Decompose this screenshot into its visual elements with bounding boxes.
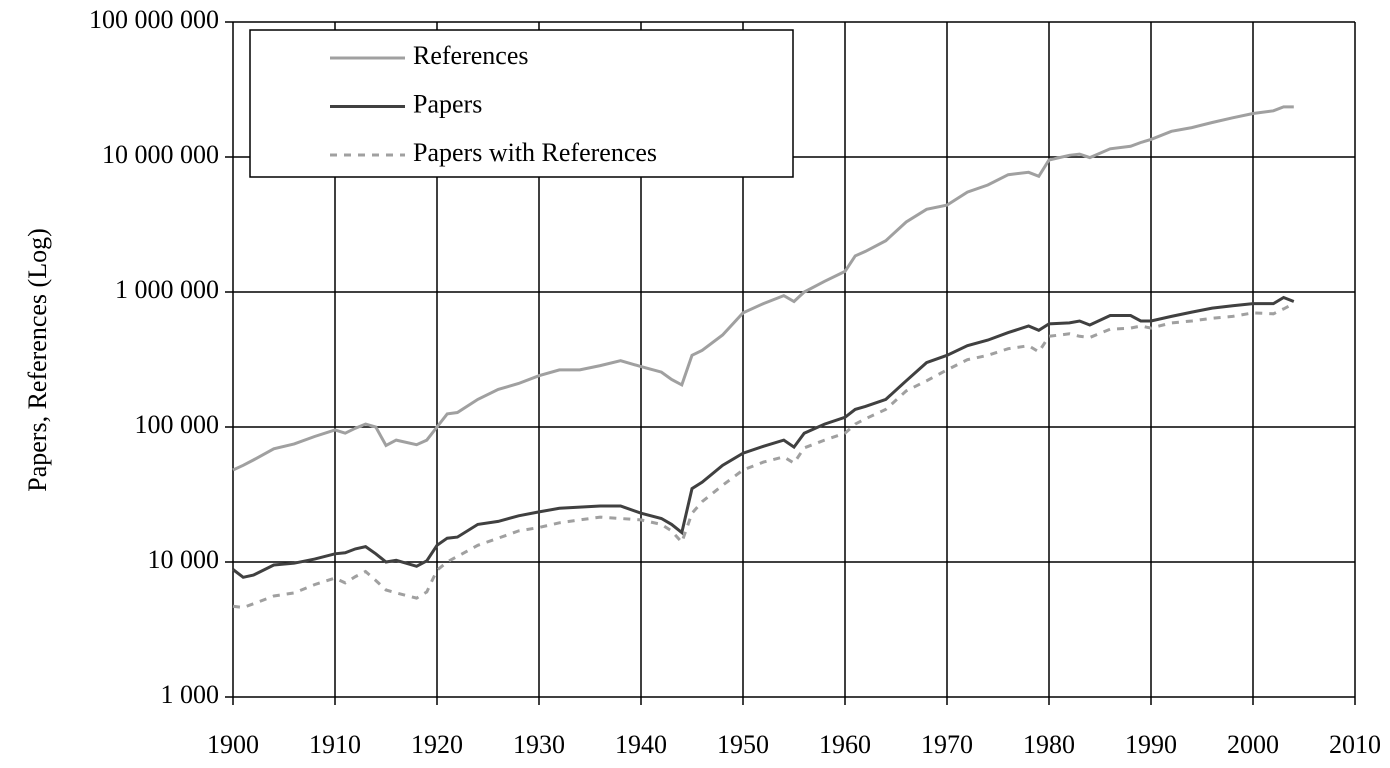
y-axis-label: Papers, References (Log) [23, 228, 52, 492]
x-tick-label: 1900 [207, 730, 259, 759]
x-tick-label: 1960 [819, 730, 871, 759]
legend-label: Papers with References [413, 138, 657, 167]
y-tick-label: 100 000 000 [89, 5, 219, 34]
x-tick-label: 1980 [1023, 730, 1075, 759]
y-tick-label: 1 000 000 [115, 275, 219, 304]
legend-label: References [413, 41, 528, 70]
series-line [232, 105, 1294, 472]
x-tick-label: 1920 [411, 730, 463, 759]
x-tick-label: 2010 [1329, 730, 1381, 759]
x-tick-label: 1930 [513, 730, 565, 759]
series-line [232, 302, 1295, 610]
y-tick-label: 100 000 [135, 410, 220, 439]
y-tick-label: 10 000 000 [102, 140, 219, 169]
legend-label: Papers [413, 89, 482, 118]
series-line [232, 295, 1295, 579]
legend-box [249, 29, 794, 178]
y-tick-label: 10 000 [148, 545, 220, 574]
x-tick-label: 1910 [309, 730, 361, 759]
x-tick-label: 1940 [615, 730, 667, 759]
x-tick-label: 1970 [921, 730, 973, 759]
x-tick-label: 2000 [1227, 730, 1279, 759]
y-tick-label: 1 000 [161, 680, 220, 709]
x-tick-label: 1950 [717, 730, 769, 759]
x-tick-label: 1990 [1125, 730, 1177, 759]
